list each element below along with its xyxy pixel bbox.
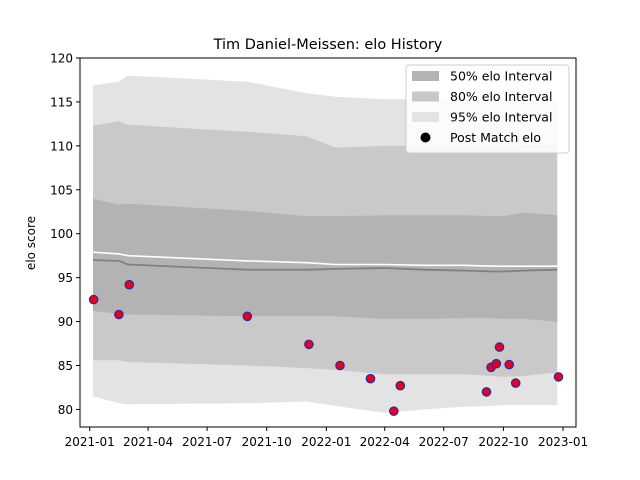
x-tick-label: 2022-10	[478, 435, 528, 449]
legend-marker	[420, 132, 431, 143]
post-match-point	[304, 339, 314, 350]
post-match-point	[365, 373, 376, 384]
post-match-point	[335, 360, 345, 371]
median-line	[92, 259, 558, 273]
x-tick-label: 2021-04	[123, 435, 173, 449]
x-tick-label: 2022-01	[301, 435, 351, 449]
legend: 50% elo Interval 80% elo Interval 95% elo …	[405, 64, 570, 154]
x-tick-label: 2022-07	[419, 435, 469, 449]
legend-label: 80% elo Interval	[450, 89, 552, 104]
x-tick-label: 2021-07	[182, 435, 232, 449]
y-axis-label: elo score	[24, 216, 38, 270]
y-tick-label: 110	[50, 139, 73, 153]
post-match-point	[494, 342, 505, 352]
post-match-point	[388, 406, 399, 416]
y-tick-label: 115	[50, 95, 73, 109]
post-match-point	[88, 294, 99, 305]
post-match-point	[491, 358, 502, 369]
post-match-point	[553, 372, 564, 382]
y-tick-label: 105	[50, 183, 73, 197]
legend-box	[405, 64, 570, 154]
y-tick-label: 100	[50, 227, 73, 241]
band-50	[93, 198, 558, 322]
x-tick-label: 2022-04	[360, 435, 410, 449]
post-match-point	[395, 380, 406, 391]
y-tick-label: 120	[50, 52, 73, 66]
axes: 80 85 90 95 100 105 110 115 120 2021-01 2021-04 202…	[50, 52, 588, 450]
post-match-point	[114, 309, 124, 320]
post-match-point	[481, 387, 492, 397]
post-match-point	[504, 359, 514, 370]
legend-swatch	[412, 71, 439, 81]
y-tick-label: 95	[58, 271, 73, 285]
legend-swatch	[412, 112, 439, 122]
x-tick-label: 2023-01	[538, 435, 588, 449]
legend-label: 95% elo Interval	[450, 110, 552, 125]
x-tick-label: 2021-01	[65, 435, 115, 449]
plot-frame	[79, 57, 577, 428]
y-tick-label: 80	[58, 403, 73, 417]
x-tick-label: 2021-10	[242, 435, 292, 449]
legend-swatch	[412, 91, 439, 102]
post-match-point	[242, 311, 253, 322]
y-tick-label: 90	[58, 315, 73, 329]
legend-label: 50% elo Interval	[450, 69, 552, 84]
white-line	[92, 251, 558, 268]
chart-title: Tim Daniel-Meissen: elo History	[213, 37, 443, 53]
legend-label: Post Match elo	[450, 130, 541, 145]
plot-area	[88, 75, 564, 416]
post-match-point	[510, 378, 521, 388]
post-match-point	[124, 279, 135, 290]
y-tick-label: 85	[58, 359, 73, 373]
